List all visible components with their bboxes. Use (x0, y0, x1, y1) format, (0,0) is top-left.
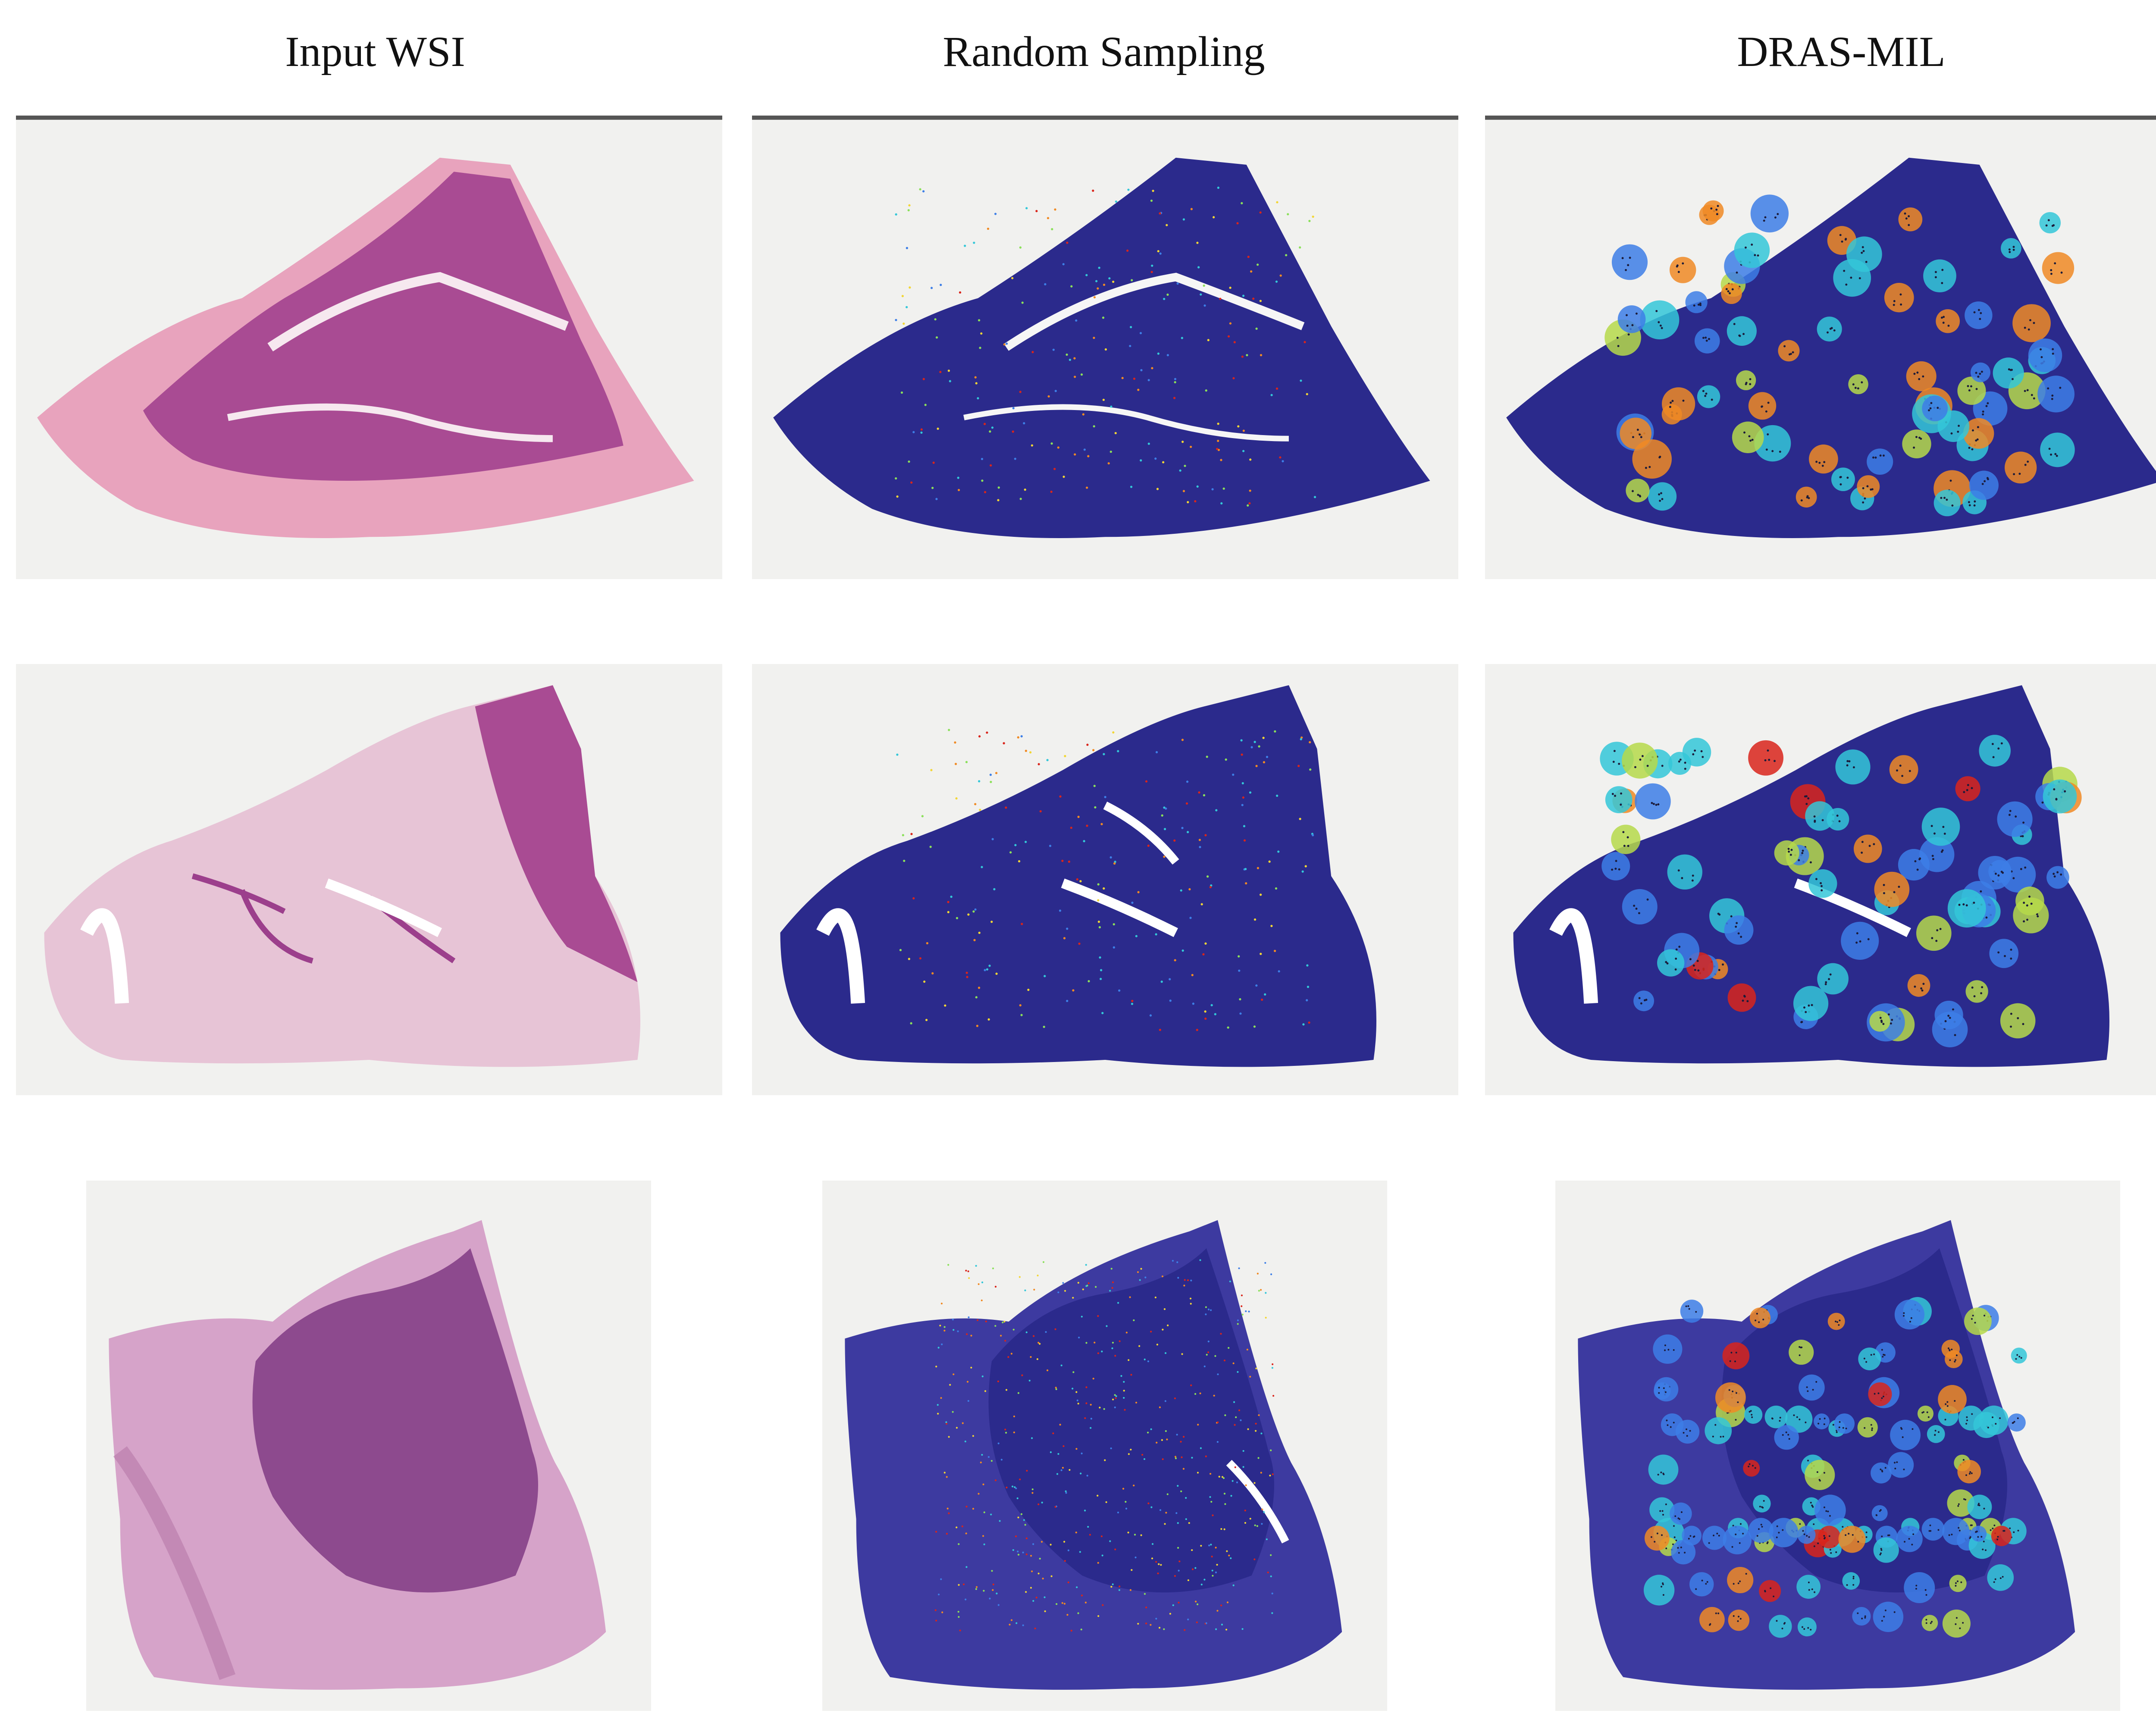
column-header-input-wsi: Input WSI (285, 28, 465, 75)
panel-r1-dras-mil (1485, 116, 2156, 579)
panel-r2-input-wsi (16, 664, 722, 1095)
panel-r2-dras-mil (1485, 664, 2156, 1095)
panel-r3-random-sampling (822, 1181, 1387, 1711)
column-header-dras-mil: DRAS-MIL (1737, 28, 1946, 75)
column-header-random-sampling: Random Sampling (943, 28, 1265, 75)
panel-r3-input-wsi (86, 1181, 651, 1711)
panel-r2-random-sampling (752, 664, 1458, 1095)
panel-r1-input-wsi (16, 116, 722, 579)
panel-r3-dras-mil (1555, 1181, 2120, 1711)
panel-r1-random-sampling (752, 116, 1458, 579)
